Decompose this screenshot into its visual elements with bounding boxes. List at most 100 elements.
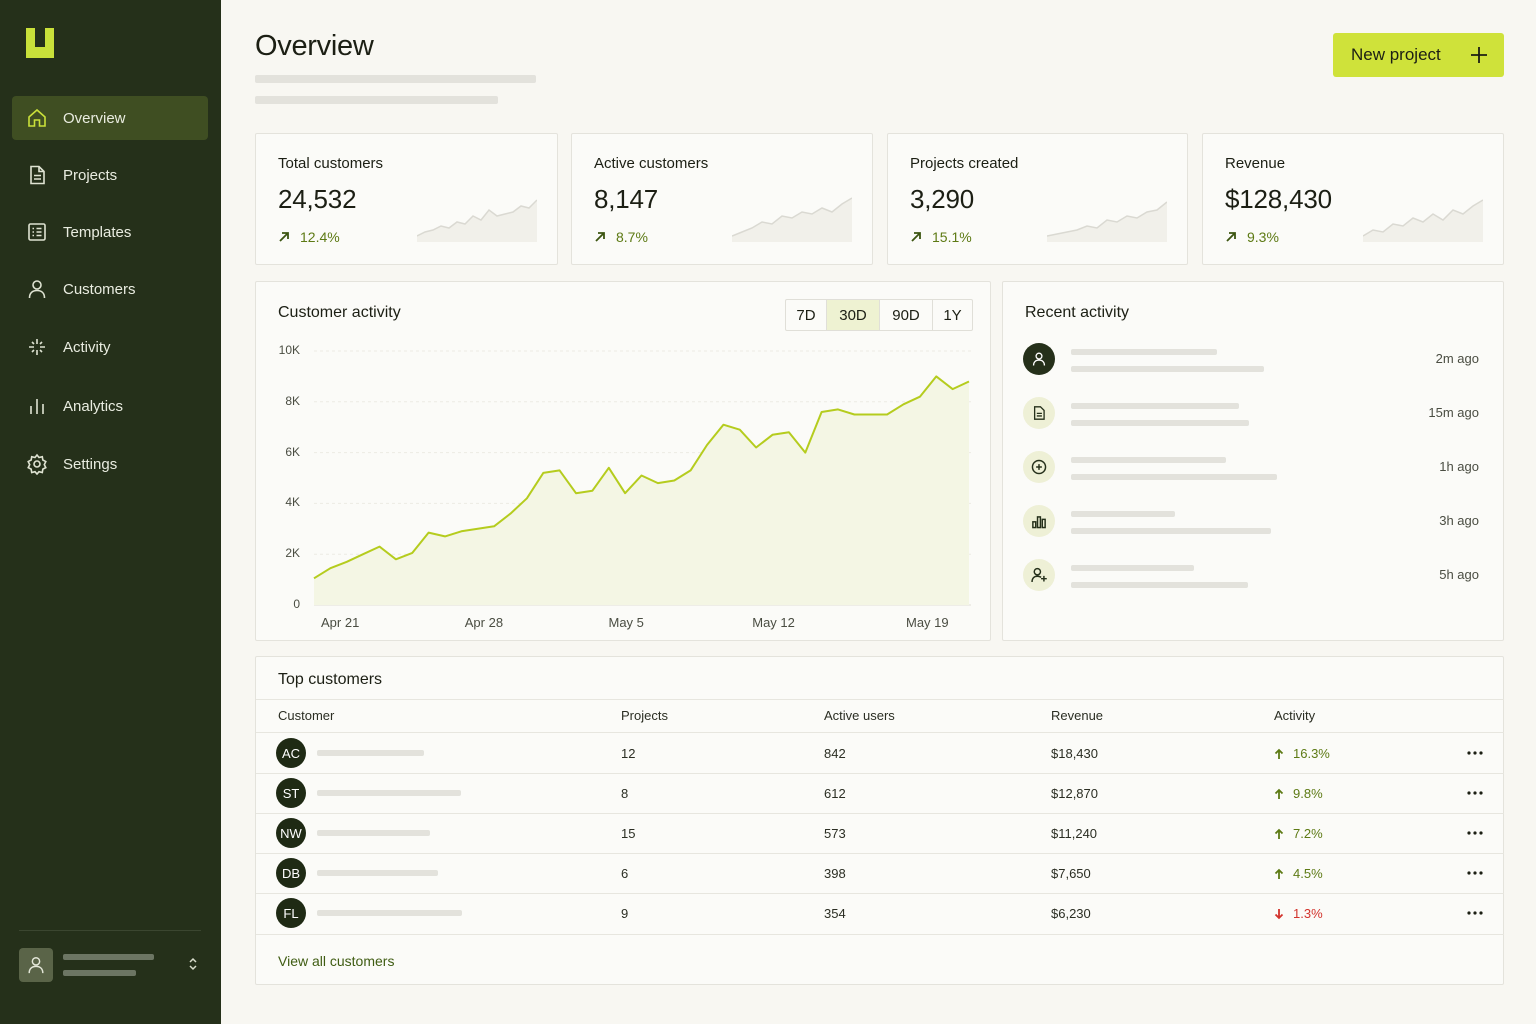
activity-time: 1h ago	[1439, 459, 1479, 474]
table-row[interactable]: NW 15 573 $11,240 7.2%	[256, 813, 1504, 853]
range-selector: 7D 30D 90D 1Y	[785, 299, 973, 331]
sidebar-item-settings[interactable]: Settings	[12, 442, 208, 486]
recent-activity-title: Recent activity	[1025, 304, 1130, 321]
stat-label: Active customers	[594, 155, 709, 172]
activity-cell: 1.3%	[1274, 906, 1323, 921]
customer-avatar: AC	[276, 738, 306, 768]
customer-name-placeholder	[317, 750, 424, 756]
activity-text-placeholder	[1071, 565, 1194, 571]
more-icon[interactable]	[1466, 745, 1484, 761]
stat-value: 8,147	[594, 184, 659, 214]
stat-label: Total customers	[278, 155, 384, 172]
customer-name-placeholder	[317, 790, 461, 796]
range-1y[interactable]: 1Y	[932, 300, 972, 330]
activity-item[interactable]: 5h ago	[1023, 559, 1483, 599]
customer-avatar: NW	[276, 818, 306, 848]
activity-text-placeholder	[1071, 474, 1277, 480]
new-project-label: New project	[1351, 45, 1441, 64]
arrow-up-right-icon	[911, 232, 921, 242]
range-30d[interactable]: 30D	[826, 300, 879, 330]
activity-item[interactable]: 15m ago	[1023, 397, 1483, 437]
divider	[256, 732, 1504, 733]
customer-name-placeholder	[317, 830, 430, 836]
projects-cell: 6	[621, 866, 629, 881]
stat-delta: 15.1%	[910, 229, 972, 245]
column-header-projects[interactable]: Projects	[621, 708, 668, 723]
more-icon[interactable]	[1466, 785, 1484, 801]
stat-delta-value: 8.7%	[616, 229, 648, 245]
arrow-up-icon	[1274, 788, 1284, 799]
activity-item[interactable]: 2m ago	[1023, 343, 1483, 383]
activity-text-placeholder	[1071, 457, 1226, 463]
table-row[interactable]: FL 9 354 $6,230 1.3%	[256, 893, 1504, 933]
sidebar-item-label: Customers	[63, 280, 136, 298]
series-area	[314, 376, 969, 605]
activity-cell: 7.2%	[1274, 826, 1323, 841]
document-icon	[26, 164, 48, 186]
new-project-button[interactable]: New project	[1333, 33, 1504, 77]
activity-cell: 16.3%	[1274, 746, 1330, 761]
sidebar-item-label: Settings	[63, 455, 118, 473]
projects-cell: 9	[621, 906, 629, 921]
activity-item[interactable]: 1h ago	[1023, 451, 1483, 491]
projects-cell: 12	[621, 746, 636, 761]
sidebar-item-customers[interactable]: Customers	[12, 267, 208, 311]
activity-text-placeholder	[1071, 420, 1249, 426]
more-icon[interactable]	[1466, 865, 1484, 881]
more-icon[interactable]	[1466, 825, 1484, 841]
sidebar-divider	[19, 930, 201, 931]
view-all-customers-link[interactable]: View all customers	[278, 953, 395, 969]
sidebar-item-templates[interactable]: Templates	[12, 210, 208, 254]
activity-text-placeholder	[1071, 403, 1239, 409]
activity-time: 3h ago	[1439, 513, 1479, 528]
activity-cell: 4.5%	[1274, 866, 1323, 881]
y-tick-label: 0	[293, 597, 300, 611]
table-row[interactable]: DB 6 398 $7,650 4.5%	[256, 853, 1504, 893]
revenue-cell: $12,870	[1051, 786, 1098, 801]
stat-card-projects-created: Projects created 3,290 15.1%	[887, 133, 1188, 265]
activity-item[interactable]: 3h ago	[1023, 505, 1483, 545]
sparkline	[417, 199, 537, 242]
chevron-updown-icon	[189, 957, 197, 971]
activity-text-placeholder	[1071, 366, 1264, 372]
activity-text-placeholder	[1071, 528, 1271, 534]
arrow-up-icon	[1274, 828, 1284, 839]
stat-delta: 8.7%	[594, 229, 648, 245]
sidebar-item-label: Analytics	[63, 397, 124, 415]
range-7d[interactable]: 7D	[796, 306, 816, 324]
profile-email-placeholder	[63, 970, 136, 976]
revenue-cell: $11,240	[1051, 826, 1098, 841]
stat-card-active-customers: Active customers 8,147 8.7%	[571, 133, 873, 265]
sidebar-item-label: Overview	[63, 109, 126, 127]
table-row[interactable]: ST 8 612 $12,870 9.8%	[256, 773, 1504, 813]
column-header-active-users[interactable]: Active users	[824, 708, 895, 723]
more-icon[interactable]	[1466, 905, 1484, 921]
sidebar-item-analytics[interactable]: Analytics	[12, 384, 208, 428]
activity-time: 2m ago	[1435, 351, 1479, 366]
activity-cell: 9.8%	[1274, 786, 1323, 801]
add-user-icon	[1023, 559, 1055, 591]
sidebar-item-overview[interactable]: Overview	[12, 96, 208, 140]
stat-value: $128,430	[1225, 184, 1332, 214]
sidebar-item-activity[interactable]: Activity	[12, 325, 208, 369]
activity-value: 7.2%	[1293, 826, 1323, 841]
sidebar-item-label: Templates	[63, 223, 132, 241]
sidebar-item-label: Projects	[63, 166, 118, 184]
top-customers-title: Top customers	[278, 671, 383, 688]
x-tick-label: May 19	[906, 615, 949, 630]
table-row[interactable]: AC 12 842 $18,430 16.3%	[256, 733, 1504, 773]
column-header-revenue[interactable]: Revenue	[1051, 708, 1104, 723]
column-header-customer[interactable]: Customer	[278, 708, 335, 723]
x-tick-label: May 5	[608, 615, 644, 630]
row-divider	[256, 893, 1504, 894]
column-header-activity[interactable]: Activity	[1274, 708, 1316, 723]
sidebar-item-projects[interactable]: Projects	[12, 153, 208, 197]
activity-text-placeholder	[1071, 349, 1217, 355]
sparkle-icon	[26, 336, 48, 358]
arrow-down-icon	[1274, 908, 1284, 919]
gear-icon	[26, 453, 48, 475]
row-divider	[256, 813, 1504, 814]
profile-switcher[interactable]	[12, 942, 208, 988]
range-90d[interactable]: 90D	[879, 300, 932, 330]
x-tick-label: Apr 28	[464, 615, 504, 630]
